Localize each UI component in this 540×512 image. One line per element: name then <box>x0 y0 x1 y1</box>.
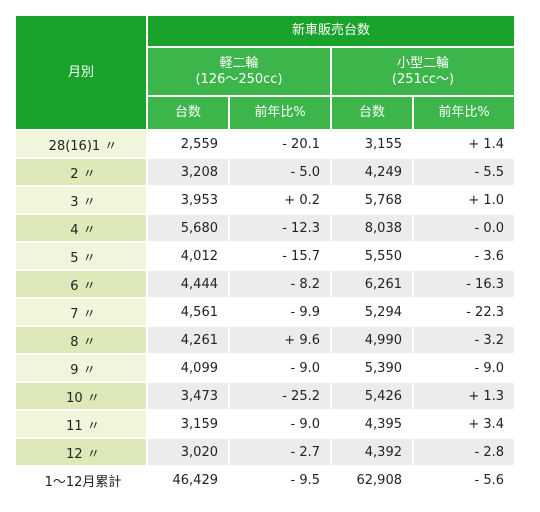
small-ratio-cell: + 1.4 <box>414 131 515 159</box>
units-header: 台数 <box>332 97 414 131</box>
small-units-cell: 4,249 <box>332 159 414 187</box>
light-units-cell: 3,159 <box>148 411 230 439</box>
light-ratio-cell: - 15.7 <box>230 243 332 271</box>
small-units-cell: 3,155 <box>332 131 414 159</box>
month-cell: 4 〃 <box>16 215 148 243</box>
light-units-cell: 4,012 <box>148 243 230 271</box>
total-label-cell: 1～12月累計 <box>16 467 148 495</box>
month-cell: 3 〃 <box>16 187 148 215</box>
light-units-cell: 4,444 <box>148 271 230 299</box>
ratio-header: 前年比% <box>414 97 515 131</box>
small-units-cell: 4,395 <box>332 411 414 439</box>
small-units-cell: 4,990 <box>332 327 414 355</box>
small-ratio-total: - 5.6 <box>414 467 515 495</box>
light-ratio-cell: - 25.2 <box>230 383 332 411</box>
small-ratio-cell: - 3.6 <box>414 243 515 271</box>
month-cell: 28(16)1 〃 <box>16 131 148 159</box>
light-ratio-cell: + 9.6 <box>230 327 332 355</box>
month-column-header: 月別 <box>16 16 148 131</box>
light-units-cell: 4,561 <box>148 299 230 327</box>
table-row: 28(16)1 〃 2,559 - 20.1 3,155 + 1.4 <box>16 131 515 159</box>
sales-table-container: 月別 新車販売台数 軽二輪 (126～250cc) 小型二輪 (251cc～) … <box>16 16 515 495</box>
group-title: 新車販売台数 <box>148 16 515 48</box>
category-light-motorcycle: 軽二輪 (126～250cc) <box>148 48 332 97</box>
table-row: 12 〃 3,020 - 2.7 4,392 - 2.8 <box>16 439 515 467</box>
light-units-cell: 3,020 <box>148 439 230 467</box>
light-ratio-cell: - 12.3 <box>230 215 332 243</box>
units-header: 台数 <box>148 97 230 131</box>
month-cell: 8 〃 <box>16 327 148 355</box>
sales-table: 月別 新車販売台数 軽二輪 (126～250cc) 小型二輪 (251cc～) … <box>16 16 515 495</box>
month-cell: 12 〃 <box>16 439 148 467</box>
table-row: 11 〃 3,159 - 9.0 4,395 + 3.4 <box>16 411 515 439</box>
small-units-total: 62,908 <box>332 467 414 495</box>
category-range: (126～250cc) <box>195 71 283 87</box>
month-cell: 7 〃 <box>16 299 148 327</box>
month-cell: 9 〃 <box>16 355 148 383</box>
ratio-header: 前年比% <box>230 97 332 131</box>
table-header: 月別 新車販売台数 軽二輪 (126～250cc) 小型二輪 (251cc～) … <box>16 16 515 131</box>
small-ratio-cell: - 5.5 <box>414 159 515 187</box>
table-row: 7 〃 4,561 - 9.9 5,294 - 22.3 <box>16 299 515 327</box>
light-ratio-cell: - 8.2 <box>230 271 332 299</box>
light-units-total: 46,429 <box>148 467 230 495</box>
small-ratio-cell: - 2.8 <box>414 439 515 467</box>
month-cell: 10 〃 <box>16 383 148 411</box>
small-units-cell: 5,426 <box>332 383 414 411</box>
light-ratio-total: - 9.5 <box>230 467 332 495</box>
light-units-cell: 3,208 <box>148 159 230 187</box>
month-cell: 6 〃 <box>16 271 148 299</box>
small-ratio-cell: + 3.4 <box>414 411 515 439</box>
small-units-cell: 6,261 <box>332 271 414 299</box>
table-row: 3 〃 3,953 + 0.2 5,768 + 1.0 <box>16 187 515 215</box>
small-units-cell: 5,768 <box>332 187 414 215</box>
month-cell: 5 〃 <box>16 243 148 271</box>
light-ratio-cell: - 2.7 <box>230 439 332 467</box>
light-ratio-cell: - 9.9 <box>230 299 332 327</box>
small-ratio-cell: - 16.3 <box>414 271 515 299</box>
small-units-cell: 5,550 <box>332 243 414 271</box>
table-row: 6 〃 4,444 - 8.2 6,261 - 16.3 <box>16 271 515 299</box>
light-units-cell: 4,261 <box>148 327 230 355</box>
light-units-cell: 4,099 <box>148 355 230 383</box>
month-cell: 11 〃 <box>16 411 148 439</box>
light-ratio-cell: - 5.0 <box>230 159 332 187</box>
small-ratio-cell: + 1.0 <box>414 187 515 215</box>
total-row: 1～12月累計 46,429 - 9.5 62,908 - 5.6 <box>16 467 515 495</box>
small-units-cell: 4,392 <box>332 439 414 467</box>
light-units-cell: 5,680 <box>148 215 230 243</box>
month-cell: 2 〃 <box>16 159 148 187</box>
table-row: 10 〃 3,473 - 25.2 5,426 + 1.3 <box>16 383 515 411</box>
light-ratio-cell: - 20.1 <box>230 131 332 159</box>
category-range: (251cc～) <box>391 71 455 87</box>
table-row: 9 〃 4,099 - 9.0 5,390 - 9.0 <box>16 355 515 383</box>
small-units-cell: 5,390 <box>332 355 414 383</box>
small-units-cell: 8,038 <box>332 215 414 243</box>
light-units-cell: 2,559 <box>148 131 230 159</box>
table-row: 2 〃 3,208 - 5.0 4,249 - 5.5 <box>16 159 515 187</box>
light-units-cell: 3,953 <box>148 187 230 215</box>
table-row: 4 〃 5,680 - 12.3 8,038 - 0.0 <box>16 215 515 243</box>
table-row: 5 〃 4,012 - 15.7 5,550 - 3.6 <box>16 243 515 271</box>
light-units-cell: 3,473 <box>148 383 230 411</box>
small-units-cell: 5,294 <box>332 299 414 327</box>
category-name: 小型二輪 <box>397 55 450 71</box>
light-ratio-cell: - 9.0 <box>230 411 332 439</box>
light-ratio-cell: - 9.0 <box>230 355 332 383</box>
small-ratio-cell: + 1.3 <box>414 383 515 411</box>
light-ratio-cell: + 0.2 <box>230 187 332 215</box>
small-ratio-cell: - 22.3 <box>414 299 515 327</box>
category-small-motorcycle: 小型二輪 (251cc～) <box>332 48 515 97</box>
small-ratio-cell: - 9.0 <box>414 355 515 383</box>
small-ratio-cell: - 3.2 <box>414 327 515 355</box>
table-row: 8 〃 4,261 + 9.6 4,990 - 3.2 <box>16 327 515 355</box>
category-name: 軽二輪 <box>219 55 259 71</box>
small-ratio-cell: - 0.0 <box>414 215 515 243</box>
table-body: 28(16)1 〃 2,559 - 20.1 3,155 + 1.4 2 〃 3… <box>16 131 515 495</box>
